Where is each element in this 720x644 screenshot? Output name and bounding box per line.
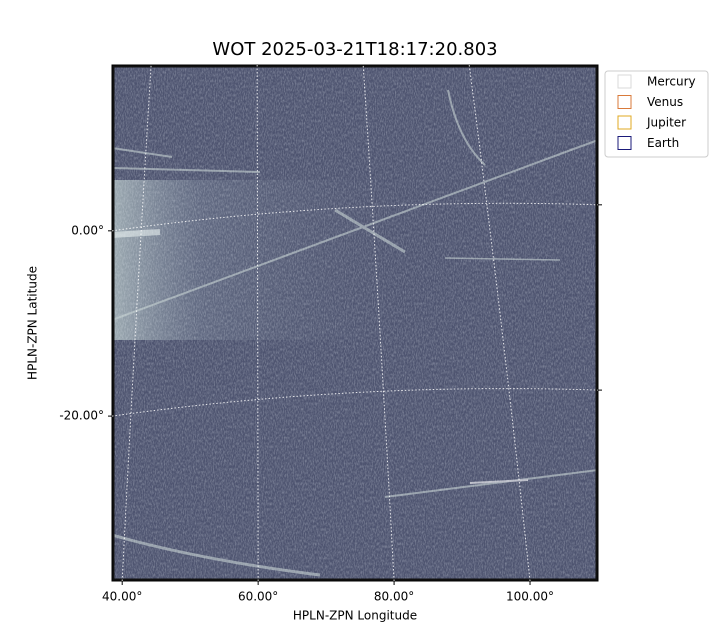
x-tick-label: 60.00° xyxy=(238,590,278,604)
legend-swatch xyxy=(617,95,632,109)
legend-label: Earth xyxy=(647,136,679,150)
legend-swatch xyxy=(617,115,632,130)
grid-line xyxy=(111,388,599,417)
legend-swatch xyxy=(617,136,632,150)
legend: Mercury Venus Jupiter Earth xyxy=(604,70,709,158)
legend-label: Mercury xyxy=(647,75,696,89)
grid-line xyxy=(121,64,152,582)
legend-label: Venus xyxy=(647,95,683,109)
grid-line xyxy=(362,64,395,582)
x-tick-label: 80.00° xyxy=(374,590,414,604)
x-axis-label: HPLN-ZPN Longitude xyxy=(293,609,417,623)
legend-label: Jupiter xyxy=(646,116,686,130)
x-tick-label: 100.00° xyxy=(506,590,554,604)
y-tick-label: -20.00° xyxy=(59,409,104,423)
y-tick-label: 0.00° xyxy=(71,223,104,237)
legend-swatch xyxy=(617,74,632,89)
grid-line xyxy=(111,202,599,232)
y-axis-label: HPLN-ZPN Latitude xyxy=(26,266,40,380)
grid-line xyxy=(256,64,259,582)
plot-frame xyxy=(111,64,599,582)
sky-image xyxy=(112,65,598,581)
x-tick-label: 40.00° xyxy=(102,590,142,604)
grid-line xyxy=(468,64,531,582)
chart-title: WOT 2025-03-21T18:17:20.803 xyxy=(212,39,497,60)
